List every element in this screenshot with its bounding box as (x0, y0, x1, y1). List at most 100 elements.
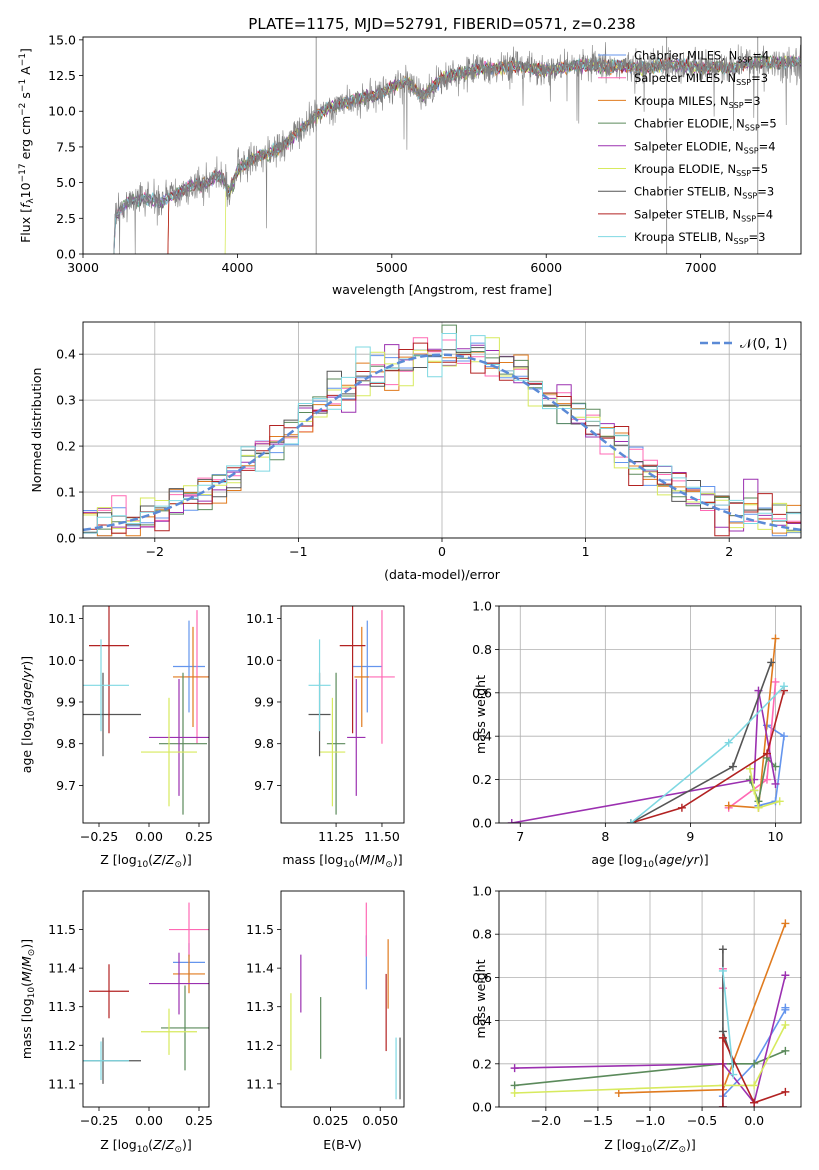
y-tick-label: 0.8 (472, 642, 492, 657)
y-tick-label: 11.1 (48, 1076, 76, 1091)
plot-area (83, 606, 209, 815)
y-tick-label: 0.2 (472, 772, 492, 787)
plot-area (83, 902, 209, 1084)
plot-area (499, 606, 801, 823)
y-tick-label: 10.0 (246, 653, 274, 668)
x-tick-label: 9 (686, 829, 694, 844)
y-tick-label: 1.0 (472, 884, 492, 899)
legend-nssp-eq: = (759, 139, 769, 153)
x-tick-label: 0.25 (185, 1113, 213, 1128)
y-tick-label: 10.0 (48, 104, 76, 119)
y-axis-label: mass weight (473, 959, 488, 1038)
data-line (113, 42, 801, 254)
weight-line (722, 949, 735, 1065)
weight-marker (507, 819, 516, 823)
weight-marker (729, 1070, 738, 1079)
model-line (113, 55, 801, 254)
chart-age_vs_Z: −0.25 0.00 0.25 9.7 9.8 9.9 10.0 10.1 Z [log10(Z… (19, 605, 213, 870)
y-axis-label: mass weight (473, 675, 488, 754)
x-tick-label: 0 (438, 544, 446, 559)
x-tick-label: 0.025 (313, 1113, 349, 1128)
y-tick-label: 5.0 (56, 175, 76, 190)
legend-nssp-value: 3 (767, 185, 774, 199)
legend-nssp-sub: SSP (741, 214, 756, 223)
model-line (113, 56, 801, 254)
weight-marker (614, 1088, 623, 1097)
x-tick-label: 0.0 (744, 1113, 764, 1128)
chart-mass_vs_Z: −0.25 0.00 0.25 11.1 11.2 11.3 11.4 11.5 Z [log1… (19, 890, 213, 1155)
weight-marker (750, 1081, 759, 1090)
weight-marker (781, 1087, 790, 1096)
weight-marker (718, 1033, 727, 1042)
y-axis-label: age [log10(age/yr)] (19, 656, 37, 773)
weight-marker (728, 762, 737, 771)
legend-nssp-prefix: , N (721, 49, 737, 63)
legend-nssp-sub: SSP (737, 56, 752, 65)
plot-area (113, 37, 801, 254)
y-tick-label: 7.5 (56, 139, 76, 154)
legend-nssp-eq: = (760, 117, 770, 131)
legend-nssp-prefix: , N (713, 94, 729, 108)
y-tick-label: 0.3 (56, 393, 76, 408)
weight-marker (762, 775, 771, 784)
weight-marker (510, 1064, 519, 1073)
weight-marker (754, 803, 763, 812)
weight-line (630, 690, 785, 823)
y-tick-label: 9.7 (254, 778, 274, 793)
plot-area (499, 891, 801, 1107)
axes-frame (498, 605, 802, 824)
legend-nssp-prefix: , N (720, 162, 736, 176)
legend-series-name: Chabrier ELODIE (634, 117, 729, 131)
weight-marker (677, 803, 686, 812)
legend-series-name: Chabrier MILES (634, 49, 721, 63)
y-tick-label: 0.6 (472, 685, 492, 700)
legend-nssp-eq: = (749, 230, 759, 244)
legend-nssp-eq: = (744, 94, 754, 108)
legend-nssp-value: 4 (768, 139, 775, 153)
legend-series-name: Salpeter MILES (634, 71, 720, 85)
model-line (113, 55, 801, 254)
x-tick-label: 10 (768, 829, 784, 844)
axes-frame (82, 36, 802, 255)
y-tick-label: 11.3 (246, 999, 274, 1014)
weight-marker (781, 1003, 790, 1012)
x-tick-label: 11.25 (318, 829, 354, 844)
legend-nssp-prefix: , N (720, 71, 736, 85)
y-tick-label: 0.0 (56, 531, 76, 546)
weight-marker (775, 797, 784, 806)
legend-nssp-eq: = (757, 185, 767, 199)
chart-age_vs_mass: 11.25 11.50 9.7 9.8 9.9 10.0 10.1 mass [log10(M… (246, 605, 405, 870)
y-tick-label: 10.0 (48, 653, 76, 668)
legend-label: 𝒩(0, 1) (740, 337, 787, 352)
weight-marker (779, 682, 788, 691)
legend-series-name: Chabrier STELIB (634, 185, 726, 199)
chart-weight_vs_Z: −2.0 −1.5 −1.0 −0.5 0.0 0.0 0.2 0.4 0.6 0.8 1.0 mas… (472, 884, 802, 1155)
legend-nssp-eq: = (751, 162, 761, 176)
y-tick-label: 11.4 (48, 961, 76, 976)
legend-nssp-value: 5 (769, 117, 776, 131)
x-tick-label: 8 (601, 829, 609, 844)
legend-nssp-sub: SSP (744, 146, 759, 155)
x-tick-label: 6000 (530, 260, 562, 275)
x-tick-label: −1.5 (583, 1113, 613, 1128)
x-tick-label: −2 (146, 544, 164, 559)
weight-marker (718, 966, 727, 975)
weight-marker (781, 919, 790, 928)
legend-nssp-sub: SSP (745, 124, 760, 133)
y-axis-label: mass [log10(M/M⊙)] (19, 939, 37, 1059)
x-axis-label: mass [log10(M/M⊙)] (282, 852, 402, 870)
x-tick-label: −0.25 (80, 829, 118, 844)
plot-area (290, 902, 401, 1100)
weight-marker (781, 1020, 790, 1029)
weight-line (630, 662, 772, 823)
model-line (113, 55, 801, 254)
legend-nssp-eq: = (756, 207, 766, 221)
x-tick-label: 2 (725, 544, 733, 559)
y-tick-label: 9.7 (56, 778, 76, 793)
x-tick-label: 7000 (685, 260, 717, 275)
weight-marker (762, 749, 771, 758)
histogram-step (83, 333, 801, 534)
weight-marker (779, 732, 788, 741)
weight-marker (781, 1046, 790, 1055)
y-tick-label: 9.9 (254, 694, 274, 709)
